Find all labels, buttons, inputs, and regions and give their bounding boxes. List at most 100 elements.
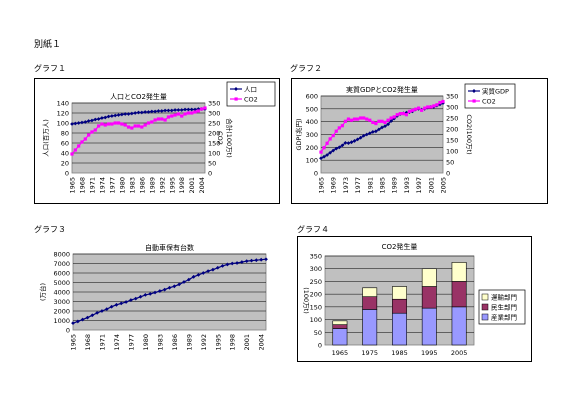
data-point <box>119 112 124 117</box>
data-point <box>129 111 134 116</box>
y2-tick-label: 150 <box>446 137 458 145</box>
y-tick-label: 6000 <box>53 270 70 278</box>
data-point <box>172 284 177 289</box>
data-point <box>186 107 191 112</box>
y2-tick-label: 100 <box>446 148 458 156</box>
y-tick-label: 200 <box>306 144 318 152</box>
y-tick-label: 120 <box>57 110 69 118</box>
data-point <box>352 117 357 121</box>
x-tick-label: 1986 <box>138 177 146 194</box>
data-point <box>337 126 341 130</box>
data-point <box>75 319 80 324</box>
data-point <box>264 257 268 262</box>
data-point <box>100 116 104 120</box>
y-tick-label: 600 <box>306 93 318 101</box>
data-point <box>389 119 394 123</box>
data-point <box>109 304 114 309</box>
y2-axis-label: 合計(100万t) <box>225 118 234 158</box>
data-point <box>80 317 85 322</box>
y2-tick-label: 0 <box>446 170 450 178</box>
data-point <box>70 122 74 126</box>
data-point <box>191 274 196 279</box>
data-point <box>413 107 418 111</box>
data-point <box>113 121 117 125</box>
chart-title: 人口とCO2発生量 <box>110 92 167 101</box>
data-point <box>113 113 118 118</box>
data-point <box>153 118 157 122</box>
data-point <box>163 108 167 113</box>
y-tick-label: 50 <box>314 329 322 337</box>
data-point <box>420 108 424 112</box>
x-tick-label: 1977 <box>127 334 135 351</box>
data-point <box>146 121 151 125</box>
page-header: 別紙１ <box>34 40 62 50</box>
data-point <box>386 118 390 122</box>
data-point <box>319 150 323 154</box>
data-point <box>156 109 161 113</box>
data-point <box>407 109 412 113</box>
data-point <box>429 105 433 109</box>
data-point <box>361 133 366 138</box>
x-tick-label: 1968 <box>84 334 92 351</box>
data-point <box>133 296 138 301</box>
y2-tick-label: 50 <box>208 160 216 168</box>
y-tick-label: 4000 <box>53 289 70 297</box>
data-point <box>95 311 100 315</box>
data-point <box>76 121 81 125</box>
data-point <box>70 152 74 156</box>
y2-tick-label: 350 <box>446 93 458 101</box>
data-point <box>183 112 187 116</box>
data-point <box>215 265 220 270</box>
data-point <box>110 122 114 126</box>
legend-label: 実質GDP <box>482 87 509 96</box>
y2-tick-label: 100 <box>208 150 220 158</box>
x-tick-label: 1995 <box>168 177 176 194</box>
data-point <box>133 124 137 128</box>
y2-axis-label: CO2(100万t) <box>465 114 473 154</box>
x-tick-label: 2001 <box>427 177 435 194</box>
data-point <box>123 123 127 127</box>
x-tick-label: 1975 <box>361 349 378 357</box>
data-point <box>359 116 363 120</box>
y-tick-label: 2000 <box>53 308 70 316</box>
data-point <box>349 118 354 122</box>
data-point <box>120 122 124 126</box>
x-tick-label: 1977 <box>108 177 116 194</box>
data-point <box>211 267 215 272</box>
data-point <box>124 300 128 304</box>
data-point <box>157 289 162 293</box>
data-point <box>401 112 405 116</box>
data-point <box>159 109 164 113</box>
data-point <box>73 148 77 152</box>
legend-label: 産業部門 <box>491 313 517 322</box>
y-tick-label: 100 <box>57 120 69 128</box>
data-point <box>328 150 333 155</box>
data-point <box>334 146 339 151</box>
data-point <box>143 292 148 297</box>
y-tick-label: 0 <box>65 170 69 178</box>
data-point <box>367 131 372 136</box>
data-point <box>343 119 347 123</box>
data-point <box>377 127 381 132</box>
y2-tick-label: 250 <box>208 120 220 128</box>
x-tick-label: 2001 <box>188 177 196 194</box>
bar-segment <box>392 298 407 314</box>
data-point <box>331 134 335 138</box>
data-point <box>362 116 366 120</box>
bar-segment <box>392 286 407 300</box>
data-point <box>126 112 131 116</box>
data-point <box>83 137 87 141</box>
data-point <box>90 313 95 318</box>
data-point <box>87 133 91 137</box>
data-point <box>337 145 342 150</box>
x-tick-label: 2004 <box>198 177 206 194</box>
data-point <box>230 261 235 266</box>
bar-segment <box>332 320 348 325</box>
y-tick-label: 60 <box>61 140 69 148</box>
x-tick-label: 1983 <box>128 177 136 194</box>
data-point <box>319 156 323 161</box>
data-point <box>380 119 384 123</box>
legend-box <box>226 81 276 107</box>
data-point <box>370 130 375 134</box>
x-tick-label: 1965 <box>318 177 326 194</box>
